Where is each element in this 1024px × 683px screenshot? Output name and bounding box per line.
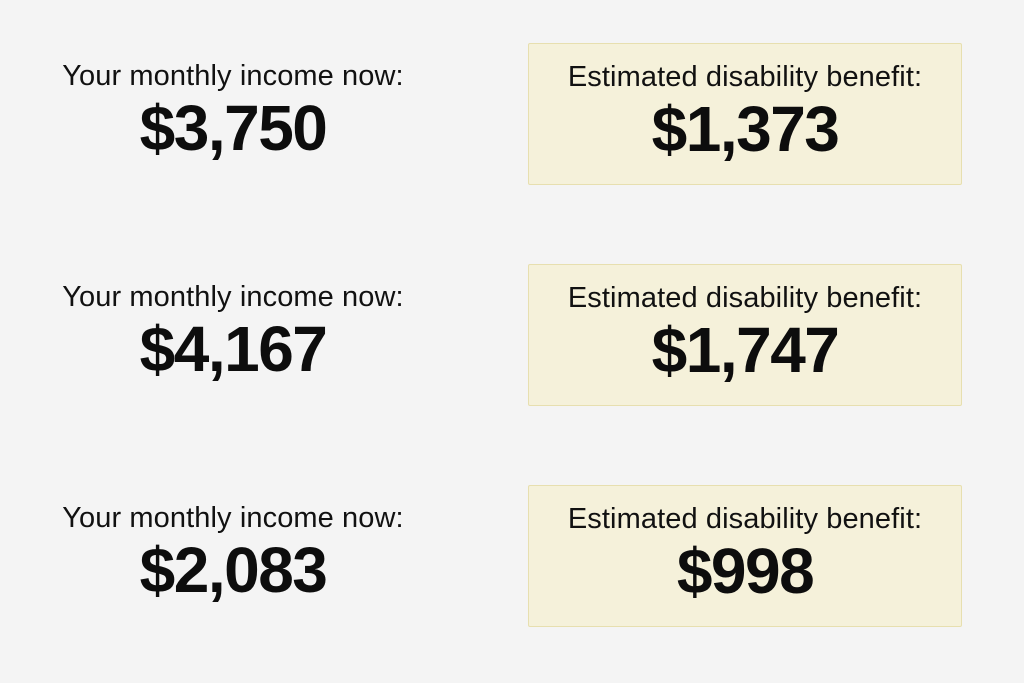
income-cell-2: Your monthly income now: $4,167 [16,264,450,406]
income-cell-3: Your monthly income now: $2,083 [16,485,450,627]
benefit-value: $1,747 [651,314,840,386]
comparison-row-2: Your monthly income now: $4,167 Estimate… [0,264,1024,406]
benefit-label: Estimated disability benefit: [567,282,923,314]
income-label: Your monthly income now: [62,281,404,313]
income-cell-1: Your monthly income now: $3,750 [16,43,450,185]
comparison-row-3: Your monthly income now: $2,083 Estimate… [0,485,1024,627]
disability-benefit-comparison-figure: Your monthly income now: $3,750 Estimate… [0,43,1024,627]
benefit-label: Estimated disability benefit: [567,503,923,535]
income-value: $4,167 [139,313,328,385]
benefit-box-1: Estimated disability benefit: $1,373 [528,43,962,185]
income-value: $2,083 [139,534,328,606]
benefit-value: $998 [676,535,815,607]
benefit-box-2: Estimated disability benefit: $1,747 [528,264,962,406]
benefit-box-3: Estimated disability benefit: $998 [528,485,962,627]
income-label: Your monthly income now: [62,502,404,534]
income-value: $3,750 [139,92,328,164]
benefit-label: Estimated disability benefit: [567,61,923,93]
income-label: Your monthly income now: [62,60,404,92]
comparison-row-1: Your monthly income now: $3,750 Estimate… [0,43,1024,185]
benefit-value: $1,373 [651,93,840,165]
